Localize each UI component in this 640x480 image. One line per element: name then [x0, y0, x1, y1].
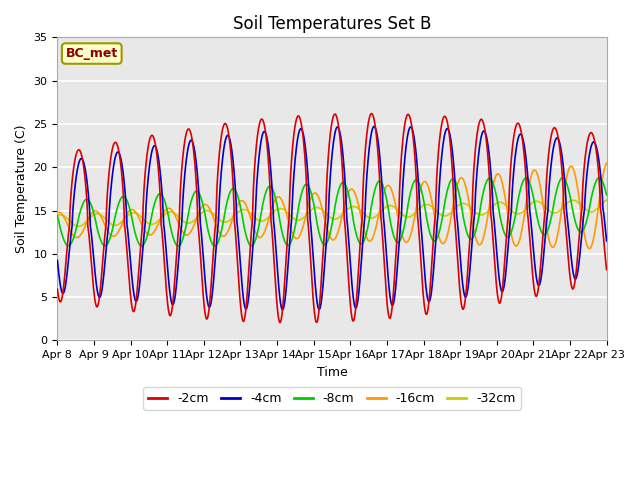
- Y-axis label: Soil Temperature (C): Soil Temperature (C): [15, 125, 28, 253]
- Text: BC_met: BC_met: [66, 47, 118, 60]
- Legend: -2cm, -4cm, -8cm, -16cm, -32cm: -2cm, -4cm, -8cm, -16cm, -32cm: [143, 387, 520, 410]
- X-axis label: Time: Time: [317, 366, 348, 379]
- Title: Soil Temperatures Set B: Soil Temperatures Set B: [233, 15, 431, 33]
